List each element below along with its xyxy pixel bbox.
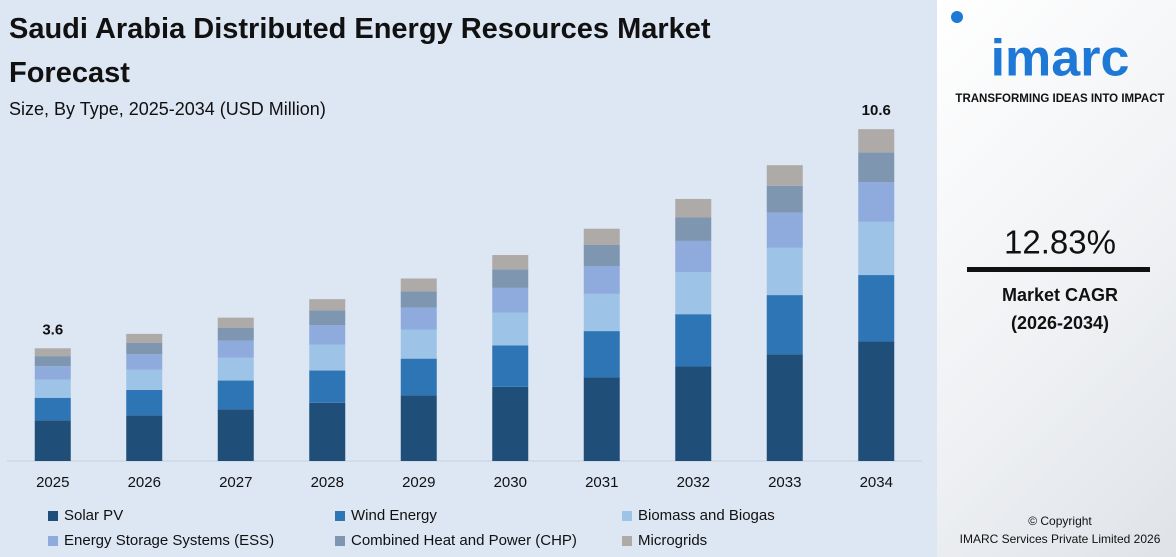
bar-segment xyxy=(766,185,803,213)
x-tick-label: 2026 xyxy=(128,474,161,491)
x-tick-label: 2032 xyxy=(677,474,710,491)
bar-segment xyxy=(583,228,620,245)
legend-label: Combined Heat and Power (CHP) xyxy=(351,532,577,549)
bar-segment xyxy=(675,240,712,273)
bar-segment xyxy=(217,409,254,461)
sidebar xyxy=(937,0,1176,557)
bar-segment xyxy=(34,397,71,421)
cagr-label: Market CAGR xyxy=(1002,285,1118,305)
bar-segment xyxy=(766,165,803,186)
bar-segment xyxy=(34,356,71,367)
bar-segment xyxy=(858,152,895,183)
legend-swatch xyxy=(335,536,345,546)
total-label: 3.6 xyxy=(42,321,63,338)
bar-segment xyxy=(217,340,254,358)
bar-segment xyxy=(217,380,254,410)
bar-segment xyxy=(34,348,71,357)
bar-segment xyxy=(858,129,895,153)
legend-label: Biomass and Biogas xyxy=(638,507,775,524)
bar-segment xyxy=(217,357,254,381)
x-tick-label: 2030 xyxy=(494,474,527,491)
legend-swatch xyxy=(622,511,632,521)
bar-segment xyxy=(583,245,620,266)
bar-segment xyxy=(583,331,620,378)
bar-segment xyxy=(766,354,803,461)
x-tick-label: 2031 xyxy=(585,474,618,491)
bar-segment xyxy=(675,366,712,461)
bar-segment xyxy=(858,182,895,222)
cagr-period: (2026-2034) xyxy=(1011,313,1109,333)
bar-segment xyxy=(492,287,529,313)
logo: imarc xyxy=(991,30,1130,88)
bar-segment xyxy=(34,379,71,398)
bar-segment xyxy=(309,370,346,403)
bar-segment xyxy=(309,344,346,371)
bar-segment xyxy=(492,345,529,387)
bar-segment xyxy=(309,310,346,326)
bar-segment xyxy=(400,395,437,461)
bar-segment xyxy=(34,420,71,461)
bar-segment xyxy=(492,386,529,461)
bar-segment xyxy=(766,295,803,355)
bar-segment xyxy=(126,354,163,370)
bar-segment xyxy=(400,307,437,330)
legend-label: Wind Energy xyxy=(351,507,437,524)
bar-segment xyxy=(858,341,895,461)
x-tick-label: 2028 xyxy=(311,474,344,491)
bar-segment xyxy=(858,221,895,276)
legend-label: Energy Storage Systems (ESS) xyxy=(64,532,274,549)
bar-segment xyxy=(583,377,620,461)
bar-segment xyxy=(858,275,895,342)
bar-segment xyxy=(309,325,346,345)
copyright: © Copyright xyxy=(1028,514,1092,528)
total-label: 10.6 xyxy=(862,102,891,119)
bar-segment xyxy=(675,272,712,315)
legend-label: Solar PV xyxy=(64,507,123,524)
logo-dot xyxy=(951,11,963,23)
bar-segment xyxy=(583,293,620,332)
chart-subtitle: Size, By Type, 2025-2034 (USD Million) xyxy=(9,99,326,119)
legend-swatch xyxy=(622,536,632,546)
bar-segment xyxy=(492,255,529,270)
legend-label: Microgrids xyxy=(638,532,707,549)
bar-segment xyxy=(400,329,437,359)
bar-segment xyxy=(126,415,163,461)
x-tick-label: 2034 xyxy=(860,474,893,491)
bar-segment xyxy=(34,366,71,380)
bar-segment xyxy=(583,265,620,294)
bar-segment xyxy=(766,247,803,296)
x-tick-label: 2025 xyxy=(36,474,69,491)
bar-segment xyxy=(766,212,803,248)
bar-segment xyxy=(492,269,529,288)
bar-segment xyxy=(675,198,712,218)
bar-segment xyxy=(400,278,437,292)
company: IMARC Services Private Limited 2026 xyxy=(960,532,1161,546)
bar-segment xyxy=(400,291,437,308)
bar-segment xyxy=(675,314,712,367)
bar-segment xyxy=(492,312,529,346)
x-tick-label: 2033 xyxy=(768,474,801,491)
tagline: TRANSFORMING IDEAS INTO IMPACT xyxy=(955,93,1164,105)
bar-segment xyxy=(126,389,163,416)
legend-swatch xyxy=(48,511,58,521)
bar-segment xyxy=(126,333,163,343)
bar-segment xyxy=(400,358,437,396)
legend-swatch xyxy=(48,536,58,546)
cagr-value: 12.83% xyxy=(1004,224,1116,261)
bar-segment xyxy=(675,217,712,241)
chart-title: Saudi Arabia Distributed Energy Resource… xyxy=(9,13,711,89)
bar-segment xyxy=(126,369,163,390)
legend-swatch xyxy=(335,511,345,521)
cagr-rule xyxy=(967,267,1150,272)
bar-segment xyxy=(309,299,346,311)
bar-segment xyxy=(217,327,254,341)
bar-segment xyxy=(217,317,254,328)
bar-segment xyxy=(309,402,346,461)
x-tick-label: 2027 xyxy=(219,474,252,491)
x-tick-label: 2029 xyxy=(402,474,435,491)
bar-segment xyxy=(126,342,163,355)
